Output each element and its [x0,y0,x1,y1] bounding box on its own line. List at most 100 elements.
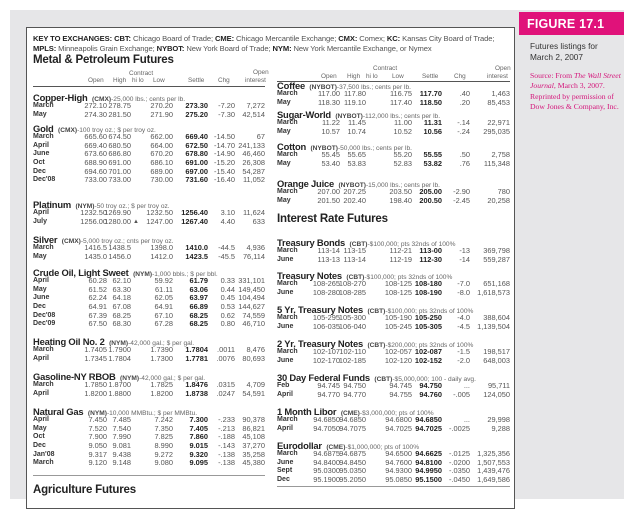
contract-exch: (CME) [340,410,360,417]
cell-chg: -7.0 [457,279,470,288]
cell-low: 105-245 [384,321,412,331]
cell-open: 9.120 [88,458,108,468]
cell-settle: 53.82 [423,158,443,168]
table-row: March 9.120 9.148 9.080 9.095 -.138 45,380 [33,459,267,468]
contract-name: Gold [33,123,54,134]
table-row: March 665.60 674.50 662.00 669.40 -14.50 67 [33,132,267,142]
contract-spec: -$3,000,000; pts of 100% [359,410,434,417]
cell-low: 203.50 [389,187,412,196]
cell-chg: -7.20 [218,101,235,110]
cell-open-interest: 7,272 [246,101,266,110]
cell-low: 108-125 [384,287,412,297]
table-row: March 102-107 102-110 102-057 102-087 -1.5 198… [277,347,511,357]
cell-settle: 10.56 [423,126,443,136]
cell-settle: 55.55 [423,150,443,159]
cell-open: 9.050 [88,441,108,451]
cell-open-interest: 4,709 [246,380,266,389]
cell-open: 7.450 [88,415,108,424]
contract-section: Heating Oil No. 2 (NYM)-42,000 gal.; $ p… [33,336,267,363]
cell-settle: 273.30 [185,101,208,110]
cell-open: 94.7050 [313,423,340,433]
cell-settle: 108-180 [414,279,442,288]
contract-section: Cotton (NYBOT)-50,000 lbs.; cents per lb… [277,141,511,168]
cell-settle: 94.8100 [415,457,442,467]
table-row: Dec 9.050 9.081 8.990 9.015 -.143 37,270 [33,441,267,451]
cell-month: March [277,188,298,195]
cell-high: 207.25 [343,187,366,196]
contract-spec: -50 troy oz.; $ per troy oz. [94,203,170,210]
cell-settle: 9.015 [189,441,209,451]
col-chg: Chg [218,77,230,84]
contract-title: Copper-High (CMX)-25,000 lbs.; cents per… [33,92,267,104]
table-row: May 61.52 63.30 61.11 63.06 0.44 149,450 [33,285,267,295]
exchange-code: KC: [386,34,401,43]
table-row: May 10.57 10.74 10.52 10.56 -.24 295,035 [277,126,511,137]
contract-exch: (CBT) [367,308,386,315]
cell-chg: -.0125 [449,449,470,458]
cell-open-interest: 241,133 [238,140,265,150]
cell-high: 278.75 [108,101,131,110]
cell-low: 1398.0 [150,243,173,252]
cell-month: June [33,150,50,158]
cell-high: 64.18 [112,293,132,303]
cell-high: 95.2050 [339,475,366,485]
table-row: March 1.7405 1.7900 1.7390 1.7804 .0011 8,476 [33,345,267,355]
cell-month: July [33,217,48,225]
table-row: March 108-265 108-270 108-125 108-180 -7.0 651… [277,279,511,289]
contract-title: Orange Juice (NYBOT)-15,000 lbs.; cents … [277,178,511,190]
contract-name: Copper-High [33,92,88,103]
cell-high: 94.6875 [339,449,366,458]
contract-spec: -42,000 gal.; $ per gal. [139,375,206,382]
cell-month: Dec'09 [33,320,56,328]
cell-month: March [277,119,298,126]
cell-open: 108-280 [312,287,340,297]
cell-settle: 1.7781 [185,353,208,363]
cell-low: 664.00 [150,140,173,150]
contract-exch: (NYBOT) [310,145,338,152]
contract-name: Sugar-World [277,109,331,120]
cell-high: 106-040 [338,321,366,331]
cell-chg: -13 [459,246,470,255]
cell-open: 95.0300 [313,466,340,476]
cell-low: 94.755 [389,389,412,399]
contract-name: Heating Oil No. 2 [33,336,105,347]
cell-low: 11.00 [394,118,412,127]
cell-month: March [277,90,298,97]
cell-month: Jan'08 [33,450,55,458]
exchange-name: Comex; [359,34,385,43]
contract-spec: -50,000 lbs.; cents per lb. [337,145,412,152]
contract-section: Crude Oil, Light Sweet (NYM)-1,000 bbls.… [33,267,267,329]
cell-open-interest: 54,287 [242,166,265,176]
cell-low: 662.00 [150,132,173,141]
cell-high: 113-15 [343,246,366,255]
cell-chg: .0011 [217,345,235,354]
key-lead: KEY TO EXCHANGES: [33,34,113,43]
contract-exch: (NYM) [120,375,140,382]
contract-section: 30 Day Federal Funds (CBT)-$5,000,000; 1… [277,372,511,399]
cell-chg: -.0200 [449,457,470,467]
figure-label: FIGURE 17.1 [527,17,605,31]
cell-low: 10.52 [393,126,413,136]
contract-title: Gasoline-NY RBOB (NYM)-42,000 gal.; $ pe… [33,371,267,383]
cell-settle: 94.7025 [415,423,442,433]
cell-chg: 0.33 [220,276,235,285]
contract-name: Cotton [277,141,306,152]
cell-high: 674.50 [108,132,131,141]
cell-month: June [33,294,50,302]
table-row: Dec'08 67.39 68.25 67.10 68.25 0.62 74,559 [33,311,267,321]
cell-low: 105-190 [384,313,412,322]
cell-open-interest: 104,494 [238,293,265,303]
cell-low: 94.6500 [385,449,412,458]
cell-open: 207.00 [317,187,340,196]
cell-open-interest: 331,101 [238,276,265,285]
table-row: May 7.520 7.540 7.350 7.405 -.213 86,821 [33,424,267,434]
cell-low: 108-125 [384,279,412,288]
col-hilo: hi lo [132,77,144,84]
cell-open-interest: 29,998 [487,415,510,424]
contract-exch: (NYM) [75,203,95,210]
exchange-name: New York Mercantile Exchange, or Nymex [293,43,432,53]
agriculture-heading: Agriculture Futures [33,484,136,496]
cell-low: 670.20 [150,149,173,159]
cell-chg: -.0025 [449,423,470,433]
cell-month: March [277,416,298,423]
